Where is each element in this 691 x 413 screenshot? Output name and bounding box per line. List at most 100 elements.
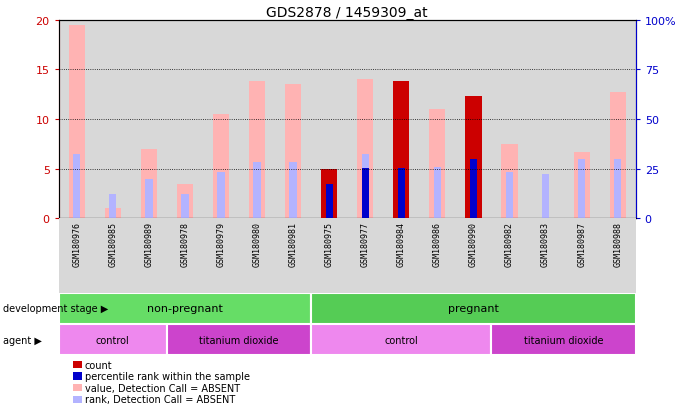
Bar [239, 219, 275, 293]
Bar [254, 162, 261, 219]
Bar [491, 219, 527, 293]
Text: GSM180980: GSM180980 [253, 221, 262, 266]
Bar [564, 21, 600, 219]
Text: GSM180988: GSM180988 [613, 221, 622, 266]
Text: control: control [384, 335, 418, 345]
Bar [218, 172, 225, 219]
Bar [527, 21, 564, 219]
Bar [325, 184, 333, 219]
Bar [600, 21, 636, 219]
Bar [506, 172, 513, 219]
Bar [542, 174, 549, 219]
Bar [325, 184, 333, 219]
Text: GSM180989: GSM180989 [144, 221, 153, 266]
Bar [59, 293, 311, 324]
Bar [491, 324, 636, 355]
Bar [177, 184, 193, 219]
Text: non-pregnant: non-pregnant [147, 304, 223, 314]
Bar [609, 93, 626, 219]
Bar [361, 169, 369, 219]
Bar [59, 219, 95, 293]
Bar [574, 152, 589, 219]
Title: GDS2878 / 1459309_at: GDS2878 / 1459309_at [267, 6, 428, 20]
Bar [564, 219, 600, 293]
Bar [361, 154, 369, 219]
Bar [470, 159, 477, 219]
Bar [249, 82, 265, 219]
Text: GSM180982: GSM180982 [505, 221, 514, 266]
Bar [167, 21, 203, 219]
Bar [59, 324, 167, 355]
Bar [397, 169, 405, 219]
Bar [311, 219, 347, 293]
Bar [311, 21, 347, 219]
Text: value, Detection Call = ABSENT: value, Detection Call = ABSENT [85, 383, 240, 393]
Bar [105, 209, 121, 219]
Text: development stage ▶: development stage ▶ [3, 304, 108, 314]
Bar [311, 293, 636, 324]
Text: titanium dioxide: titanium dioxide [524, 335, 603, 345]
Bar [502, 145, 518, 219]
Bar [59, 21, 95, 219]
Bar [527, 219, 564, 293]
Text: percentile rank within the sample: percentile rank within the sample [85, 371, 250, 381]
Text: pregnant: pregnant [448, 304, 499, 314]
Text: GSM180975: GSM180975 [325, 221, 334, 266]
Bar [384, 21, 419, 219]
Text: GSM180977: GSM180977 [361, 221, 370, 266]
Text: rank, Detection Call = ABSENT: rank, Detection Call = ABSENT [85, 394, 235, 404]
Bar [239, 21, 275, 219]
Text: GSM180990: GSM180990 [469, 221, 478, 266]
Bar [434, 167, 441, 219]
Bar [578, 159, 585, 219]
Bar [455, 219, 491, 293]
Bar [285, 85, 301, 219]
Bar [131, 219, 167, 293]
Bar [455, 21, 491, 219]
Bar [357, 80, 373, 219]
Bar [141, 150, 157, 219]
Bar [109, 194, 117, 219]
Text: GSM180986: GSM180986 [433, 221, 442, 266]
Bar [95, 21, 131, 219]
Text: GSM180983: GSM180983 [541, 221, 550, 266]
Bar [600, 219, 636, 293]
Bar [384, 219, 419, 293]
Bar [491, 21, 527, 219]
Bar [203, 21, 239, 219]
Bar [167, 219, 203, 293]
Text: GSM180985: GSM180985 [108, 221, 117, 266]
Text: control: control [96, 335, 130, 345]
Bar [275, 21, 311, 219]
Text: GSM180976: GSM180976 [73, 221, 82, 266]
Text: count: count [85, 360, 113, 370]
Text: agent ▶: agent ▶ [3, 335, 42, 345]
Bar [181, 194, 189, 219]
Text: titanium dioxide: titanium dioxide [199, 335, 278, 345]
Bar [321, 169, 337, 219]
Bar [429, 110, 446, 219]
Bar [131, 21, 167, 219]
Bar [95, 219, 131, 293]
Bar [290, 162, 297, 219]
Text: GSM180987: GSM180987 [577, 221, 586, 266]
Bar [311, 324, 491, 355]
Text: GSM180979: GSM180979 [216, 221, 225, 266]
Bar [347, 219, 384, 293]
Bar [203, 219, 239, 293]
Bar [419, 21, 455, 219]
Text: GSM180981: GSM180981 [289, 221, 298, 266]
Bar [397, 167, 405, 219]
Text: GSM180978: GSM180978 [180, 221, 189, 266]
Bar [73, 154, 80, 219]
Bar [347, 21, 384, 219]
Bar [419, 219, 455, 293]
Bar [145, 179, 153, 219]
Bar [614, 159, 621, 219]
Bar [68, 26, 85, 219]
Bar [167, 324, 311, 355]
Bar [465, 97, 482, 219]
Bar [470, 159, 477, 219]
Bar [213, 115, 229, 219]
Bar [275, 219, 311, 293]
